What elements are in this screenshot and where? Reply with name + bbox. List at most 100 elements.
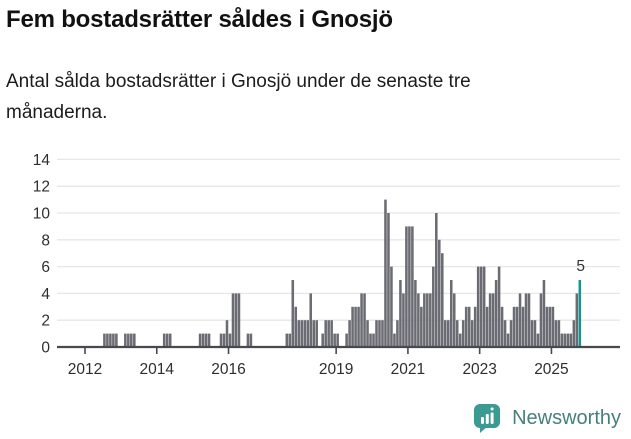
bar <box>491 293 495 347</box>
x-axis-tick-label: 2012 <box>68 361 102 378</box>
x-axis-tick-label: 2021 <box>391 361 425 378</box>
y-axis-tick-label: 2 <box>41 313 50 330</box>
brand-footer: Newsworthy <box>472 402 621 434</box>
bar <box>366 320 369 347</box>
bar <box>569 333 573 347</box>
bar <box>542 280 546 347</box>
bar <box>417 293 420 347</box>
bar <box>330 320 333 347</box>
bar <box>234 293 238 347</box>
bar <box>390 266 393 347</box>
bar <box>461 320 465 347</box>
bar <box>512 306 516 347</box>
bar <box>548 306 552 347</box>
bar <box>165 333 169 347</box>
bar <box>527 293 531 347</box>
bar <box>405 226 408 347</box>
bar <box>321 333 324 347</box>
bar <box>246 333 250 347</box>
logo-bubble <box>474 404 501 433</box>
bar <box>201 333 205 347</box>
bar <box>452 293 456 347</box>
bar <box>103 333 106 347</box>
y-axis-tick-label: 0 <box>41 340 50 357</box>
bar <box>354 306 357 347</box>
bar <box>551 306 555 347</box>
bar <box>204 333 208 347</box>
chart-svg: 0 2 4 6 8 10 12 14 2012 2014 2016 2019 2021 2023 2025 5 <box>33 152 620 378</box>
bar <box>572 320 576 347</box>
bar <box>249 333 253 347</box>
bar <box>348 320 351 347</box>
bar <box>360 293 363 347</box>
bar-chart: 0 2 4 6 8 10 12 14 2012 2014 2016 2019 2021 2023 2025 5 <box>0 145 631 390</box>
y-axis-tick-label: 8 <box>41 232 50 249</box>
bar <box>369 333 372 347</box>
x-axis-tick-label: 2016 <box>211 361 245 378</box>
bar <box>207 333 211 347</box>
bar <box>312 320 315 347</box>
bar <box>435 213 438 347</box>
bar <box>420 306 423 347</box>
y-axis-tick-label: 14 <box>33 152 51 169</box>
x-axis-tick-label: 2019 <box>319 361 353 378</box>
bar <box>464 306 468 347</box>
bar <box>441 253 444 347</box>
bar <box>112 333 115 347</box>
bar <box>423 293 426 347</box>
bar <box>336 333 339 347</box>
bar <box>444 320 447 347</box>
bar <box>536 333 540 347</box>
bar <box>303 320 307 347</box>
bar <box>521 306 525 347</box>
bar <box>285 333 289 347</box>
bar <box>503 320 507 347</box>
bar <box>500 306 504 347</box>
bar <box>381 320 384 347</box>
bar <box>494 280 498 347</box>
bar <box>539 293 543 347</box>
bar <box>429 293 432 347</box>
bar <box>426 293 429 347</box>
bar <box>533 320 537 347</box>
bar <box>351 306 354 347</box>
bar <box>399 280 402 347</box>
x-axis-tick-label: 2025 <box>534 361 568 378</box>
bar <box>162 333 166 347</box>
bar <box>231 293 235 347</box>
bar <box>411 226 414 347</box>
bar <box>482 266 486 347</box>
x-axis-tick-label: 2023 <box>462 361 496 378</box>
bar <box>115 333 118 347</box>
bar <box>557 320 561 347</box>
bar <box>357 306 360 347</box>
bar <box>560 333 564 347</box>
bar <box>438 239 441 347</box>
bar <box>133 333 136 347</box>
bar <box>375 320 378 347</box>
y-axis-tick-label: 6 <box>41 259 50 276</box>
bar <box>387 213 390 347</box>
bar <box>449 280 453 347</box>
brand-name: Newsworthy <box>512 406 621 429</box>
bar <box>458 333 462 347</box>
bar <box>545 306 549 347</box>
bar <box>509 320 513 347</box>
last-value-annotation: 5 <box>576 258 585 275</box>
newsworthy-logo-icon <box>474 404 501 433</box>
bar <box>315 320 318 347</box>
bar <box>524 293 528 347</box>
page-subtitle: Antal sålda bostadsrätter i Gnosjö under… <box>6 66 606 128</box>
bar <box>363 293 366 347</box>
bar <box>124 333 127 347</box>
page-title: Fem bostadsrätter såldes i Gnosjö <box>6 6 393 33</box>
bar <box>309 293 312 347</box>
bar <box>446 320 450 347</box>
bar <box>106 333 109 347</box>
bar <box>470 320 474 347</box>
bar <box>378 320 381 347</box>
bar <box>402 293 405 347</box>
bar <box>300 320 304 347</box>
y-axis-tick-label: 10 <box>33 206 51 223</box>
bar <box>222 333 226 347</box>
